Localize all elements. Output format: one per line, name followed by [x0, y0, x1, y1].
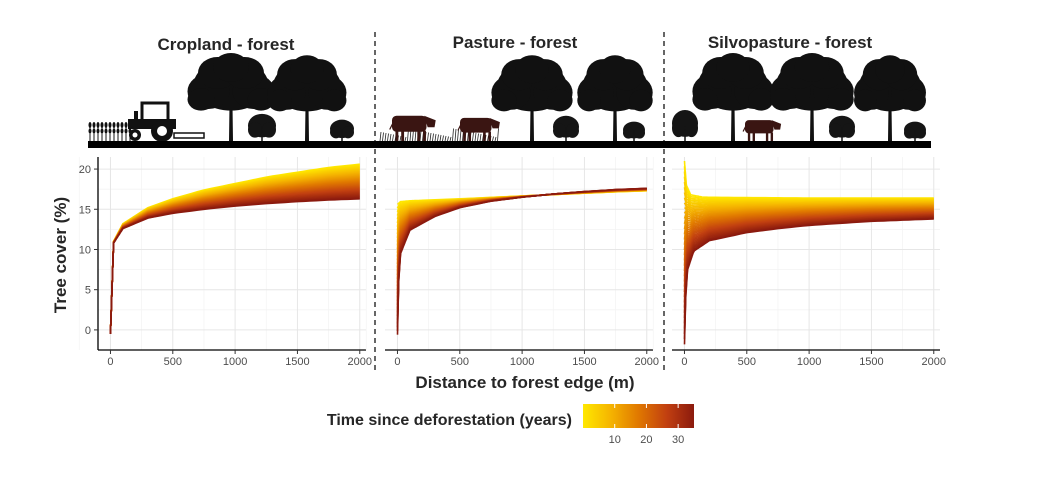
x-tick-label: 0 — [394, 356, 400, 368]
bush-icon — [623, 121, 645, 141]
x-tick-label: 1000 — [797, 356, 821, 368]
legend-ticks: 10 20 30 — [609, 404, 684, 446]
cow-icon — [457, 117, 500, 141]
x-tick-label: 500 — [451, 356, 469, 368]
bush-icon — [904, 121, 926, 141]
ground-strip — [88, 141, 931, 148]
x-tick-label: 1500 — [859, 356, 883, 368]
panel-0: 0 500 1000 1500 2000 0 5 10 15 20 — [79, 157, 372, 368]
y-axis-title: Tree cover (%) — [51, 197, 70, 313]
y-tick-label: 20 — [79, 164, 91, 176]
x-tick-label: 1500 — [285, 356, 309, 368]
y-tick-label: 0 — [85, 325, 91, 337]
legend-tick-label: 30 — [672, 434, 684, 446]
cow-icon — [742, 120, 782, 141]
tree-icon — [770, 53, 854, 141]
panel-title-cropland: Cropland - forest — [158, 35, 295, 54]
legend-colorbar — [583, 404, 694, 428]
tree-icon — [577, 55, 653, 141]
x-tick-label: 500 — [738, 356, 756, 368]
cow-icon — [389, 115, 436, 141]
plot-area: 0 500 1000 1500 2000 0 5 10 15 20 0 500 1000 1500 2000… — [79, 157, 946, 368]
tractor-icon — [128, 101, 205, 142]
bush-icon — [248, 113, 276, 141]
y-tick-label: 10 — [79, 244, 91, 256]
series-line — [109, 198, 360, 334]
x-tick-label: 500 — [164, 356, 182, 368]
tree-icon — [187, 53, 275, 141]
panel-1: 0 500 1000 1500 2000 — [365, 157, 659, 368]
x-tick-label: 1000 — [510, 356, 534, 368]
legend-tick-label: 10 — [609, 434, 621, 446]
x-tick-label: 1500 — [572, 356, 596, 368]
landscape-illustrations — [88, 53, 926, 142]
x-tick-label: 1000 — [223, 356, 247, 368]
crops-icon — [88, 122, 132, 141]
legend-tick-label: 20 — [640, 434, 652, 446]
series-line — [683, 218, 934, 345]
x-tick-label: 2000 — [348, 356, 372, 368]
y-tick-label: 5 — [85, 285, 91, 297]
panel-title-pasture: Pasture - forest — [453, 33, 578, 52]
series-line — [396, 187, 647, 335]
bush-icon — [672, 109, 698, 141]
tree-icon — [267, 55, 347, 141]
tree-icon — [692, 53, 774, 141]
bush-icon — [330, 119, 354, 141]
legend-title: Time since deforestation (years) — [327, 412, 572, 429]
x-axis-title: Distance to forest edge (m) — [415, 373, 634, 392]
x-tick-label: 0 — [681, 356, 687, 368]
panel-title-silvopasture: Silvopasture - forest — [708, 33, 873, 52]
x-tick-label: 2000 — [922, 356, 946, 368]
x-tick-label: 0 — [107, 356, 113, 368]
bush-icon — [829, 115, 855, 141]
tree-icon — [491, 55, 573, 141]
bush-icon — [553, 115, 579, 141]
y-tick-label: 15 — [79, 204, 91, 216]
tree-icon — [854, 55, 926, 141]
x-tick-label: 2000 — [635, 356, 659, 368]
panel-2: 0 500 1000 1500 2000 — [652, 157, 946, 368]
